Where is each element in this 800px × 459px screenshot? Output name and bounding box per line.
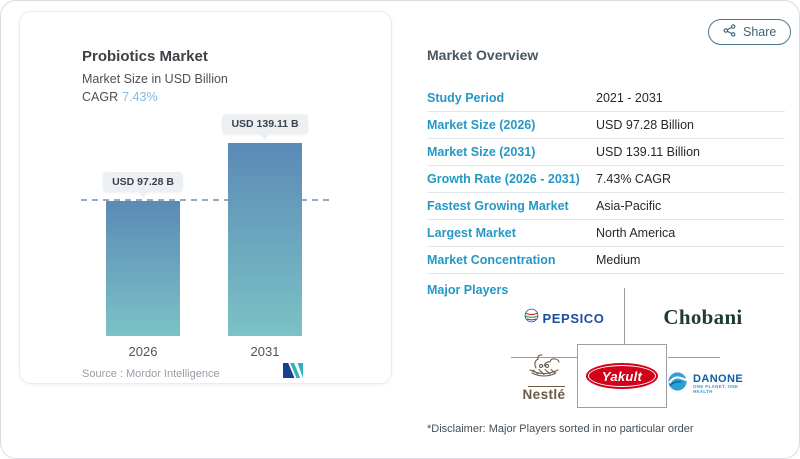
market-size-chart-card: Probiotics Market Market Size in USD Bil… — [19, 11, 392, 384]
pepsico-globe-icon — [524, 308, 539, 328]
row-label: Fastest Growing Market — [427, 199, 569, 213]
row-label: Market Size (2026) — [427, 118, 536, 132]
major-players-label: Major Players — [427, 283, 509, 297]
bar-value-label: USD 139.11 B — [222, 114, 308, 134]
bar-value-label: USD 97.28 B — [103, 172, 183, 192]
cagr-label: CAGR — [82, 90, 119, 104]
nestle-wordmark: Nestlé — [522, 386, 566, 402]
danone-swirl-icon — [667, 371, 688, 397]
pepsico-wordmark: PEPSICO — [542, 310, 605, 326]
source-attribution: Source : Mordor Intelligence — [82, 368, 220, 380]
row-value: 7.43% CAGR — [596, 172, 672, 186]
table-row: Market Size (2031) USD 139.11 Billion — [427, 139, 785, 166]
row-value: Medium — [596, 253, 641, 267]
share-button[interactable]: Share — [708, 19, 792, 45]
players-disclaimer: *Disclaimer: Major Players sorted in no … — [427, 423, 694, 435]
table-row: Growth Rate (2026 - 2031) 7.43% CAGR — [427, 166, 785, 193]
bar-value-pointer — [260, 134, 270, 140]
row-value: Asia-Pacific — [596, 199, 662, 213]
x-axis-label-2031: 2031 — [250, 344, 280, 359]
danone-wordmark-group: DANONE ONE PLANET. ONE HEALTH — [693, 373, 755, 395]
players-horizontal-divider-left — [511, 357, 577, 358]
chart-subtitle: Market Size in USD Billion — [82, 72, 228, 86]
players-horizontal-divider-right — [668, 357, 720, 358]
nestle-logo: Nestlé — [507, 353, 581, 409]
reference-line — [81, 199, 329, 201]
row-value: 2021 - 2031 — [596, 91, 663, 105]
pepsico-logo: PEPSICO — [507, 302, 621, 334]
share-icon — [723, 24, 736, 40]
players-vertical-divider — [624, 288, 625, 344]
bar-group-2031: USD 139.11 B — [222, 114, 308, 336]
table-row: Fastest Growing Market Asia-Pacific — [427, 193, 785, 220]
row-label: Largest Market — [427, 226, 516, 240]
row-value: USD 97.28 Billion — [596, 118, 694, 132]
chobani-logo: Chobani — [633, 300, 773, 334]
row-label: Growth Rate (2026 - 2031) — [427, 172, 580, 186]
overview-table: Study Period 2021 - 2031 Market Size (20… — [427, 85, 785, 274]
chobani-wordmark: Chobani — [663, 304, 743, 329]
chart-title: Probiotics Market — [82, 48, 208, 65]
yakult-oval-icon: Yakult — [586, 363, 658, 389]
row-label: Market Size (2031) — [427, 145, 536, 159]
table-row: Market Concentration Medium — [427, 247, 785, 274]
danone-logo: DANONE ONE PLANET. ONE HEALTH — [667, 370, 755, 398]
chart-cagr-line: CAGR 7.43% — [82, 90, 158, 104]
x-axis-label-2026: 2026 — [128, 344, 158, 359]
danone-tagline: ONE PLANET. ONE HEALTH — [693, 384, 739, 395]
mordor-intelligence-logo-icon — [283, 363, 303, 383]
share-button-label: Share — [743, 25, 777, 39]
bar-value-pointer — [138, 192, 148, 198]
bar-group-2026: USD 97.28 B — [103, 172, 183, 336]
bar-2026 — [106, 201, 180, 336]
row-value: USD 139.11 Billion — [596, 145, 700, 159]
bar-2031 — [228, 143, 302, 336]
row-label: Study Period — [427, 91, 505, 105]
cagr-value: 7.43% — [122, 90, 158, 104]
yakult-logo-box: Yakult — [577, 344, 667, 408]
panel-title: Market Overview — [427, 47, 539, 63]
table-row: Market Size (2026) USD 97.28 Billion — [427, 112, 785, 139]
row-label: Market Concentration — [427, 253, 556, 267]
nestle-nest-icon — [524, 353, 564, 386]
table-row: Largest Market North America — [427, 220, 785, 247]
yakult-wordmark: Yakult — [601, 368, 643, 384]
row-value: North America — [596, 226, 676, 240]
table-row: Study Period 2021 - 2031 — [427, 85, 785, 112]
danone-wordmark: DANONE — [693, 373, 744, 386]
